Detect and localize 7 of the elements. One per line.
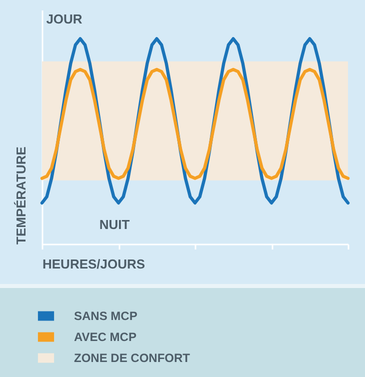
y-axis-title: TEMPÉRATURE xyxy=(14,146,28,244)
legend-label: ZONE DE CONFORT xyxy=(74,351,191,365)
legend-label: AVEC MCP xyxy=(74,330,136,344)
x-axis-title: HEURES/JOURS xyxy=(42,256,146,272)
legend-label: SANS MCP xyxy=(74,309,138,323)
annotation: NUIT xyxy=(99,216,130,232)
text: JOUR xyxy=(46,12,83,27)
